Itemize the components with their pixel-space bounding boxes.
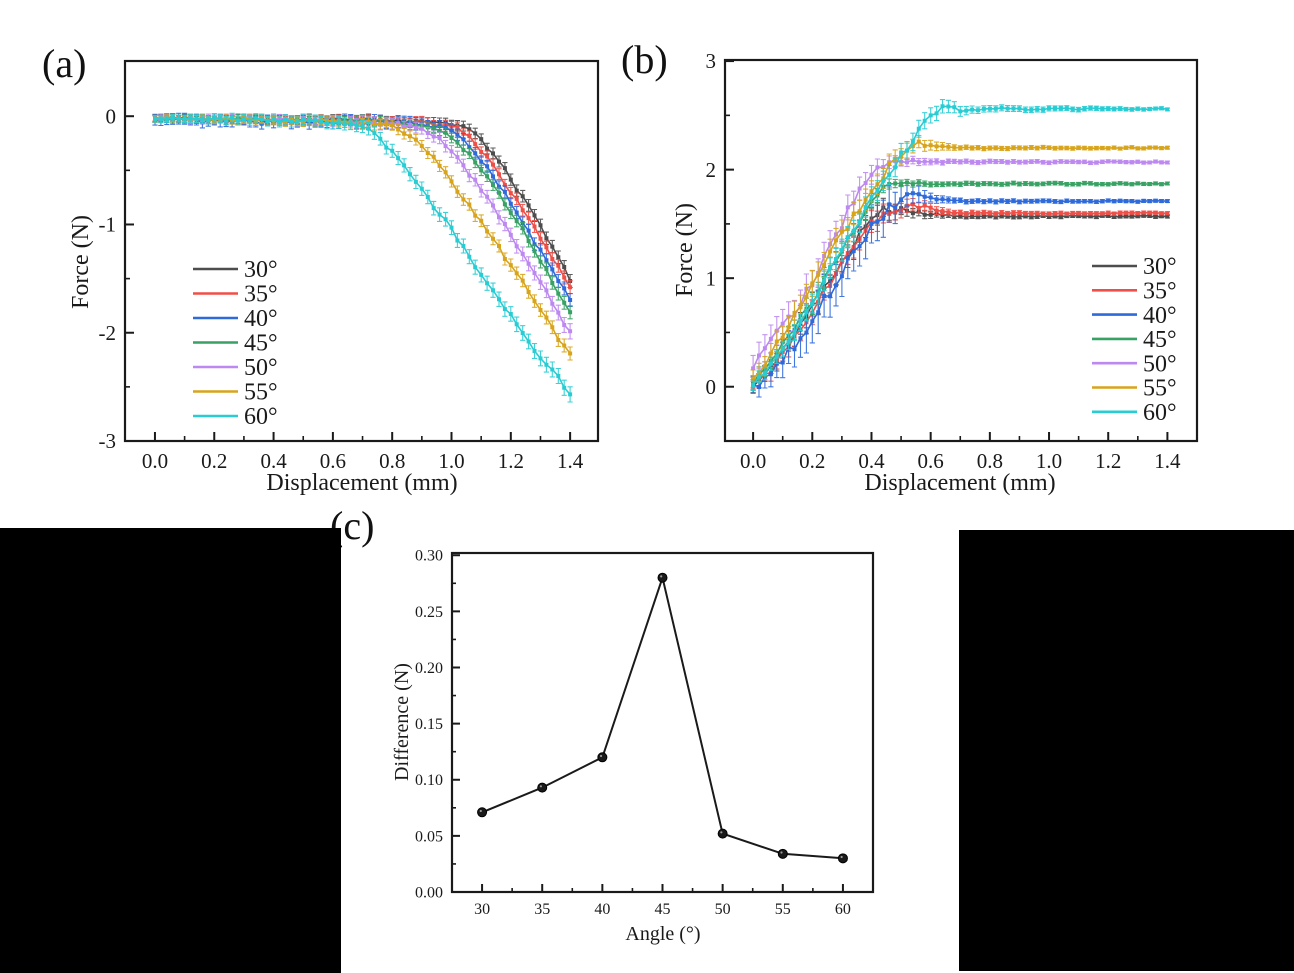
legend-label-40°: 40° <box>244 306 278 332</box>
xlabel-b: Displacement (mm) <box>864 470 1055 496</box>
series-b-35° <box>750 197 1170 390</box>
svg-text:0.15: 0.15 <box>415 716 443 733</box>
svg-text:0.2: 0.2 <box>201 449 227 473</box>
svg-text:60: 60 <box>835 901 851 918</box>
svg-text:1.2: 1.2 <box>498 449 524 473</box>
svg-text:30: 30 <box>474 901 490 918</box>
legend-label-55°: 55° <box>244 380 278 406</box>
legend-label-30°: 30° <box>1143 254 1177 280</box>
svg-text:0.10: 0.10 <box>415 772 443 789</box>
svg-text:50: 50 <box>715 901 731 918</box>
series-a-55° <box>152 113 573 361</box>
svg-text:1.4: 1.4 <box>557 449 584 473</box>
svg-text:1: 1 <box>706 266 717 290</box>
svg-text:0.6: 0.6 <box>320 449 346 473</box>
redaction-block-right <box>959 530 1294 971</box>
svg-text:-1: -1 <box>99 213 117 237</box>
svg-text:40: 40 <box>594 901 610 918</box>
ylabel-c: Difference (N) <box>391 663 413 781</box>
svg-text:0.00: 0.00 <box>415 884 443 901</box>
panel-label-b: (b) <box>621 37 668 82</box>
svg-text:3: 3 <box>706 49 717 73</box>
svg-text:0.25: 0.25 <box>415 604 443 621</box>
svg-text:0.30: 0.30 <box>415 548 443 565</box>
svg-text:0.2: 0.2 <box>799 449 825 473</box>
panel-label-a: (a) <box>42 41 87 86</box>
svg-text:0.6: 0.6 <box>918 449 944 473</box>
legend-label-60°: 60° <box>244 404 278 430</box>
legend-label-35°: 35° <box>244 282 278 308</box>
legend-label-50°: 50° <box>1143 351 1177 377</box>
svg-text:0.4: 0.4 <box>260 449 287 473</box>
xlabel-a: Displacement (mm) <box>266 470 457 496</box>
legend-label-50°: 50° <box>244 355 278 381</box>
legend-label-45°: 45° <box>244 331 278 357</box>
svg-text:-2: -2 <box>99 321 117 345</box>
series-b-60° <box>750 99 1170 391</box>
svg-text:35: 35 <box>534 901 550 918</box>
chart-b: 0.0 0.2 0.4 0.6 0.8 1.0 1.2 1.4 0 1 2 3 Displacement… <box>672 49 1199 496</box>
xlabel-c: Angle (°) <box>625 923 700 945</box>
svg-text:0.05: 0.05 <box>415 828 443 845</box>
svg-text:0.20: 0.20 <box>415 660 443 677</box>
series-a-60° <box>152 112 573 403</box>
redaction-block-left <box>0 528 341 973</box>
svg-text:0: 0 <box>706 375 717 399</box>
svg-text:1.0: 1.0 <box>438 449 464 473</box>
series-c <box>477 572 848 864</box>
svg-text:1.0: 1.0 <box>1036 449 1062 473</box>
legend-label-45°: 45° <box>1143 327 1177 353</box>
series-a-45° <box>152 113 573 320</box>
legend-label-40°: 40° <box>1143 303 1177 329</box>
svg-text:0.8: 0.8 <box>977 449 1003 473</box>
svg-text:0.8: 0.8 <box>379 449 405 473</box>
ylabel-b: Force (N) <box>672 203 698 297</box>
chart-c: 30 35 40 45 50 55 60 0.00 0.05 0.10 0.15 0.20 0.25 0.… <box>391 548 875 945</box>
svg-text:55: 55 <box>775 901 791 918</box>
svg-text:0.0: 0.0 <box>740 449 766 473</box>
legend-label-60°: 60° <box>1143 400 1177 426</box>
svg-text:1.2: 1.2 <box>1095 449 1121 473</box>
legend-a: 30°35°40°45°50°55°60° <box>193 257 278 430</box>
series-a-50° <box>152 113 573 340</box>
legend-b: 30°35°40°45°50°55°60° <box>1092 254 1177 426</box>
svg-text:45: 45 <box>655 901 671 918</box>
svg-text:0: 0 <box>106 104 117 128</box>
svg-text:2: 2 <box>706 158 717 182</box>
ylabel-a: Force (N) <box>68 215 94 309</box>
svg-text:0.0: 0.0 <box>142 449 168 473</box>
chart-a: 0.0 0.2 0.4 0.6 0.8 1.0 1.2 1.4 0 -1 -2 -3 Displacem… <box>68 59 600 496</box>
series-b-55° <box>750 134 1170 388</box>
legend-label-30°: 30° <box>244 257 278 283</box>
svg-text:0.4: 0.4 <box>858 449 885 473</box>
legend-label-55°: 55° <box>1143 376 1177 402</box>
legend-label-35°: 35° <box>1143 278 1177 304</box>
svg-text:1.4: 1.4 <box>1154 449 1181 473</box>
series-b-50° <box>750 155 1170 383</box>
svg-text:-3: -3 <box>99 429 117 453</box>
